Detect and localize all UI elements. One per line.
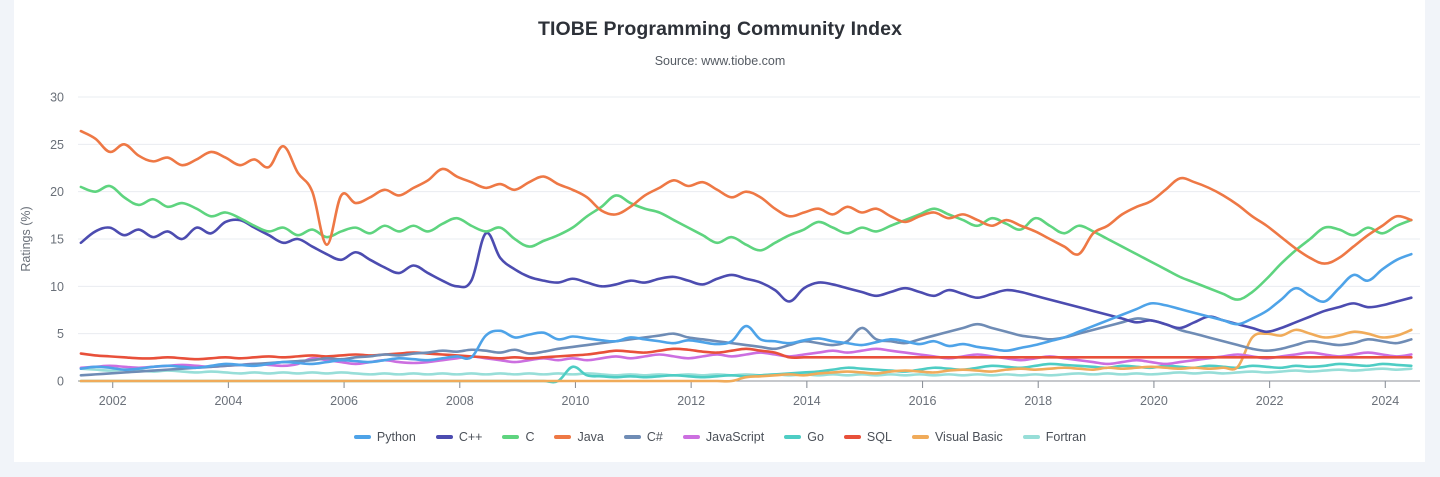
series-line xyxy=(79,317,1413,377)
y-axis-title: Ratings (%) xyxy=(19,206,33,271)
series-line xyxy=(79,129,1413,265)
x-axis-tick-label: 2024 xyxy=(1371,394,1399,408)
x-axis-tick-label: 2022 xyxy=(1256,394,1284,408)
y-axis-tick-label: 20 xyxy=(50,185,64,199)
chart-legend: Python C++ C Java C# JavaScript Go SQL Visual Ba… xyxy=(0,430,1440,444)
legend-label: SQL xyxy=(866,430,892,444)
series-line xyxy=(79,347,1413,361)
legend-swatch-icon xyxy=(682,434,700,440)
legend-item[interactable]: Fortran xyxy=(1022,430,1087,444)
y-axis-tick-label: 0 xyxy=(57,375,64,389)
legend-swatch-icon xyxy=(911,434,929,440)
y-axis-tick-label: 25 xyxy=(50,138,64,152)
legend-label: Visual Basic xyxy=(934,430,1003,444)
legend-swatch-icon xyxy=(623,434,641,440)
legend-swatch-icon xyxy=(435,434,453,440)
x-axis-tick-label: 2012 xyxy=(677,394,705,408)
legend-item[interactable]: Go xyxy=(784,430,824,444)
legend-label: Fortran xyxy=(1045,430,1087,444)
y-axis-tick-label: 15 xyxy=(50,233,64,247)
legend-label: Python xyxy=(376,430,416,444)
series-line xyxy=(79,184,1413,301)
legend-label: Java xyxy=(577,430,604,444)
x-axis-tick-label: 2010 xyxy=(562,394,590,408)
chart-subtitle: Source: www.tiobe.com xyxy=(654,54,786,68)
x-axis-tick-label: 2008 xyxy=(446,394,474,408)
legend-swatch-icon xyxy=(784,434,802,440)
series-line xyxy=(79,367,1413,377)
legend-item[interactable]: Java xyxy=(554,430,604,444)
legend-swatch-icon xyxy=(554,434,572,440)
x-axis-tick-label: 2020 xyxy=(1140,394,1168,408)
legend-label: Go xyxy=(807,430,824,444)
legend-swatch-icon xyxy=(843,434,861,440)
legend-swatch-icon xyxy=(502,434,520,440)
series-line xyxy=(79,328,1413,383)
legend-item[interactable]: JavaScript xyxy=(682,430,765,444)
legend-label: C xyxy=(525,430,535,444)
y-axis-tick-label: 10 xyxy=(50,280,64,294)
x-axis-tick-label: 2004 xyxy=(214,394,242,408)
chart-title: TIOBE Programming Community Index xyxy=(537,18,903,40)
legend-label: C++ xyxy=(458,430,483,444)
legend-item[interactable]: Visual Basic xyxy=(911,430,1003,444)
x-axis-tick-label: 2016 xyxy=(909,394,937,408)
legend-item[interactable]: Python xyxy=(353,430,416,444)
series-line xyxy=(79,218,1413,334)
chart-card xyxy=(14,0,1425,462)
legend-label: C# xyxy=(646,430,663,444)
y-axis-tick-label: 5 xyxy=(57,327,64,341)
legend-item[interactable]: C# xyxy=(623,430,663,444)
legend-swatch-icon xyxy=(1022,434,1040,440)
legend-item[interactable]: SQL xyxy=(843,430,892,444)
legend-label: JavaScript xyxy=(705,430,765,444)
x-axis-tick-label: 2018 xyxy=(1024,394,1052,408)
legend-swatch-icon xyxy=(353,434,371,440)
x-axis-tick-label: 2002 xyxy=(99,394,127,408)
legend-item[interactable]: C++ xyxy=(435,430,483,444)
series-line xyxy=(79,252,1413,371)
x-axis-tick-label: 2014 xyxy=(793,394,821,408)
x-axis-tick-label: 2006 xyxy=(330,394,358,408)
y-axis-tick-label: 30 xyxy=(50,91,64,105)
legend-item[interactable]: C xyxy=(502,430,534,444)
